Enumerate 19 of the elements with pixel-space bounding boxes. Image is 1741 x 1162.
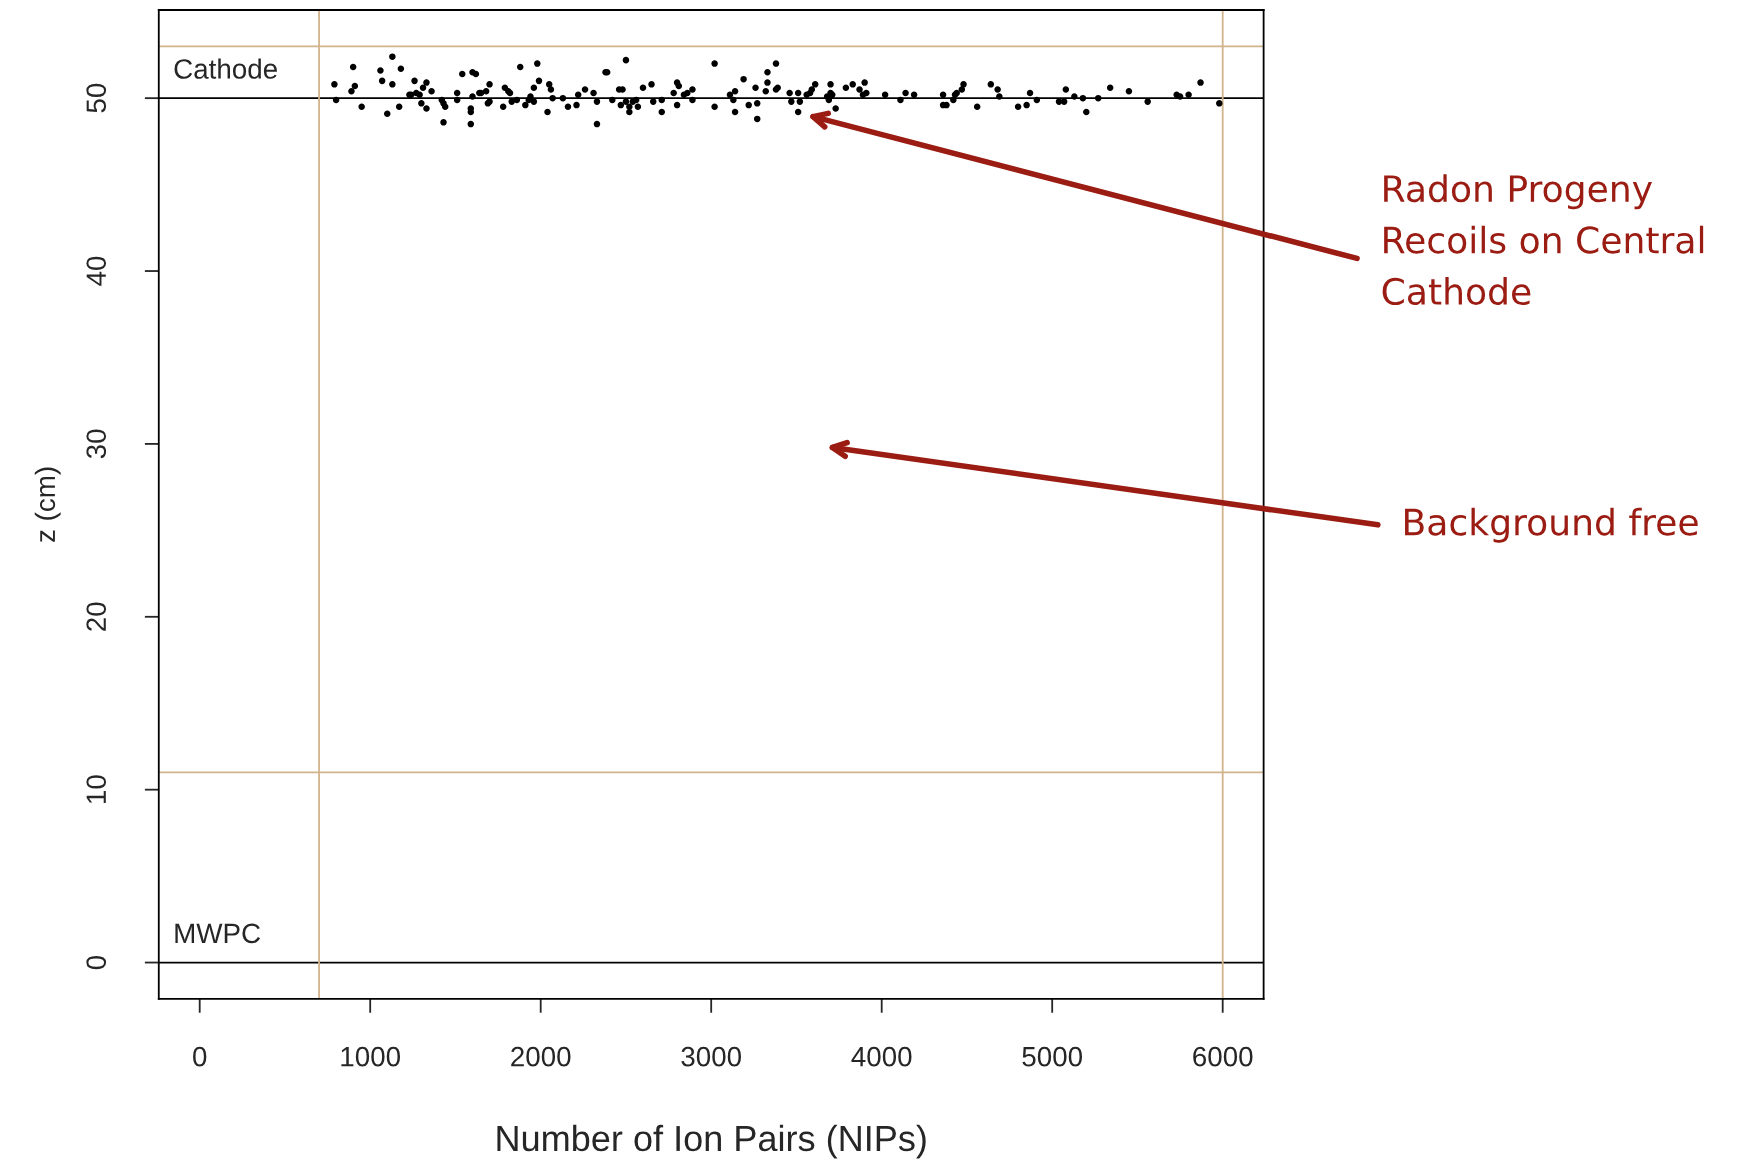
y-tick-label: 0 (86, 955, 107, 970)
x-tick-label: 0 (193, 1046, 207, 1067)
y-tick-label: 10 (86, 775, 107, 803)
y-tick-label: 30 (86, 429, 107, 459)
x-tick-label: 5000 (1022, 1046, 1083, 1067)
y-axis-title: z (cm) (34, 467, 61, 542)
ref-line-label: Cathode (174, 58, 277, 79)
x-tick-label: 3000 (681, 1046, 742, 1067)
text: Radon Progeny Recoils on Central Cathode (1382, 174, 1704, 306)
y-tick-label: 40 (86, 256, 107, 286)
y-tick-label: 50 (86, 83, 107, 113)
x-tick-label: 6000 (1193, 1046, 1253, 1067)
x-tick-label: 4000 (851, 1046, 912, 1067)
x-axis-title: Number of Ion Pairs (NIPs) (497, 1124, 926, 1159)
x-tick-label: 2000 (511, 1046, 571, 1067)
x-tick-label: 1000 (341, 1046, 401, 1067)
ref-line-label: MWPC (175, 923, 261, 944)
text: Background free (1405, 507, 1698, 543)
y-tick-label: 20 (86, 602, 107, 631)
